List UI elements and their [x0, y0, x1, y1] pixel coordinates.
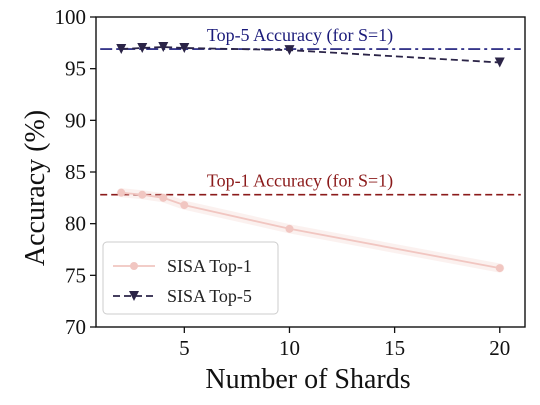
x-tick-label-1: 5	[179, 336, 190, 360]
series-2-point-4	[179, 43, 190, 53]
axes	[90, 16, 526, 333]
legend-marker-2	[129, 291, 139, 301]
y-tick-label-6: 95	[65, 57, 86, 81]
y-tick-label-3: 80	[65, 212, 86, 236]
x-tick-label-2: 10	[279, 336, 300, 360]
y-tick-label-7: 100	[55, 5, 87, 29]
series-2-point-6	[494, 57, 505, 68]
reference-line-label-2: Top-1 Accuracy (for S=1)	[207, 171, 393, 192]
series-1-point-6	[495, 264, 504, 273]
series-1-point-4	[180, 201, 189, 210]
y-tick-label-5: 90	[65, 108, 86, 132]
reference-lines: Top-5 Accuracy (for S=1) Top-1 Accuracy (…	[100, 25, 521, 196]
legend-marker-1	[130, 262, 138, 270]
series-lines	[116, 41, 505, 273]
reference-line-label-1: Top-5 Accuracy (for S=1)	[207, 25, 393, 46]
series-2-point-5	[284, 45, 295, 56]
series-2-point-3	[158, 41, 169, 52]
legend: SISA Top-1 SISA Top-5	[102, 241, 279, 315]
series-1-point-3	[159, 193, 168, 202]
series-line-2	[121, 46, 500, 64]
x-tick-label-4: 20	[489, 336, 510, 360]
series-2-point-2	[137, 43, 148, 53]
y-tick-label-1: 70	[65, 315, 86, 339]
y-tick-label-2: 75	[65, 263, 86, 287]
y-tick-label-4: 85	[65, 160, 86, 184]
x-tick-label-3: 15	[384, 336, 405, 360]
tick-labels: 5 10 15 20 70 75 80 85 90 95 100	[55, 5, 511, 360]
legend-label-2: SISA Top-5	[167, 286, 252, 306]
series-2-point-1	[116, 44, 127, 55]
series-1-point-2	[138, 190, 147, 199]
series-1-point-1	[117, 188, 126, 197]
series-1-point-5	[285, 224, 294, 233]
x-axis-label: Number of Shards	[205, 364, 410, 395]
legend-label-1: SISA Top-1	[167, 256, 252, 276]
y-axis-label: Accuracy (%)	[20, 110, 51, 266]
